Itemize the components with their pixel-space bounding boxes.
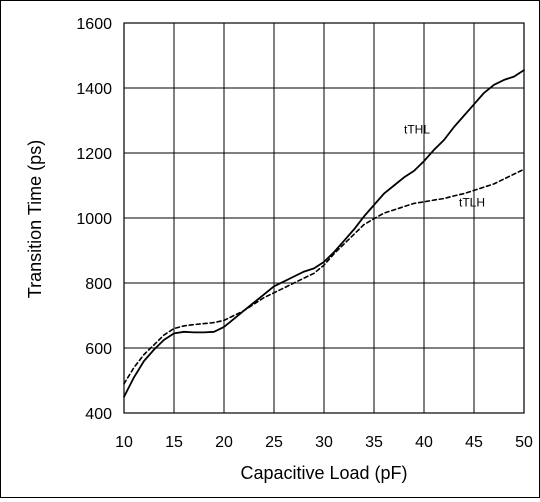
x-tick-label: 20 <box>215 434 233 451</box>
series-layer <box>123 69 525 398</box>
x-tick-label: 30 <box>315 434 333 451</box>
y-tick-label: 1600 <box>76 16 112 33</box>
x-axis-title: Capacitive Load (pF) <box>240 463 407 483</box>
y-tick-label: 1200 <box>76 146 112 163</box>
labels: 10 15 20 25 30 35 40 45 50 400 600 800 1000 1200 1400 1… <box>76 16 533 451</box>
x-tick-label: 15 <box>165 434 183 451</box>
y-tick-label: 800 <box>85 276 112 293</box>
axes <box>123 22 525 414</box>
grid <box>124 23 524 413</box>
x-tick-label: 40 <box>415 434 433 451</box>
y-tick-label: 400 <box>85 406 112 423</box>
x-tick-label: 25 <box>265 434 283 451</box>
plot-area-border <box>123 22 525 414</box>
y-tick-label: 1400 <box>76 81 112 98</box>
series-line-tthl <box>123 69 525 398</box>
x-tick-label: 35 <box>365 434 383 451</box>
series-line-ttlh <box>123 168 525 385</box>
series-annotation: tTHL <box>404 123 430 137</box>
series-annotation: tTLH <box>459 196 485 210</box>
y-tick-label: 1000 <box>76 211 112 228</box>
y-axis-title: Transition Time (ps) <box>25 140 45 298</box>
x-tick-label: 45 <box>465 434 483 451</box>
x-tick-label: 10 <box>115 434 133 451</box>
x-tick-label: 50 <box>515 434 533 451</box>
y-tick-label: 600 <box>85 341 112 358</box>
